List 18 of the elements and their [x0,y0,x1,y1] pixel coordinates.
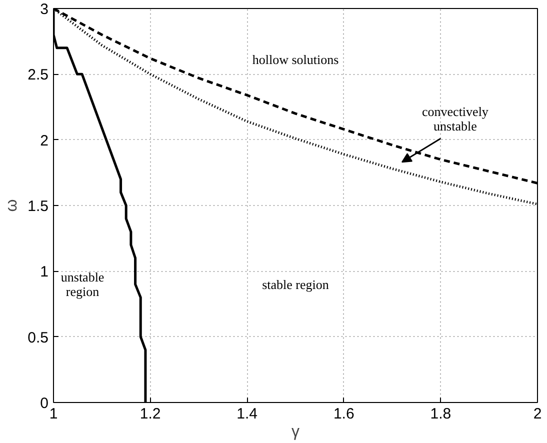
x-tick-label: 1.6 [333,406,354,422]
x-tick-label: 1.4 [236,406,258,422]
y-tick-label: 1.5 [28,198,49,215]
x-axis-title: γ [292,424,300,440]
y-tick-label: 2 [40,132,48,150]
x-tick-label: 1.8 [430,406,452,422]
y-tick-label: 0 [40,395,48,412]
y-tick-label: 0.5 [28,329,49,346]
x-tick-label: 1.2 [140,406,161,422]
y-axis-title: ω [4,199,21,212]
annotation: hollow solutions [252,52,339,68]
y-tick-label: 2.5 [28,66,49,84]
y-tick-label: 1 [40,264,48,281]
y-tick-label: 3 [40,1,48,18]
annotation: stable region [262,276,330,292]
annotation: convectively unstable [422,104,489,134]
annotation: unstable region [60,270,104,300]
x-tick-label: 2 [533,406,542,422]
